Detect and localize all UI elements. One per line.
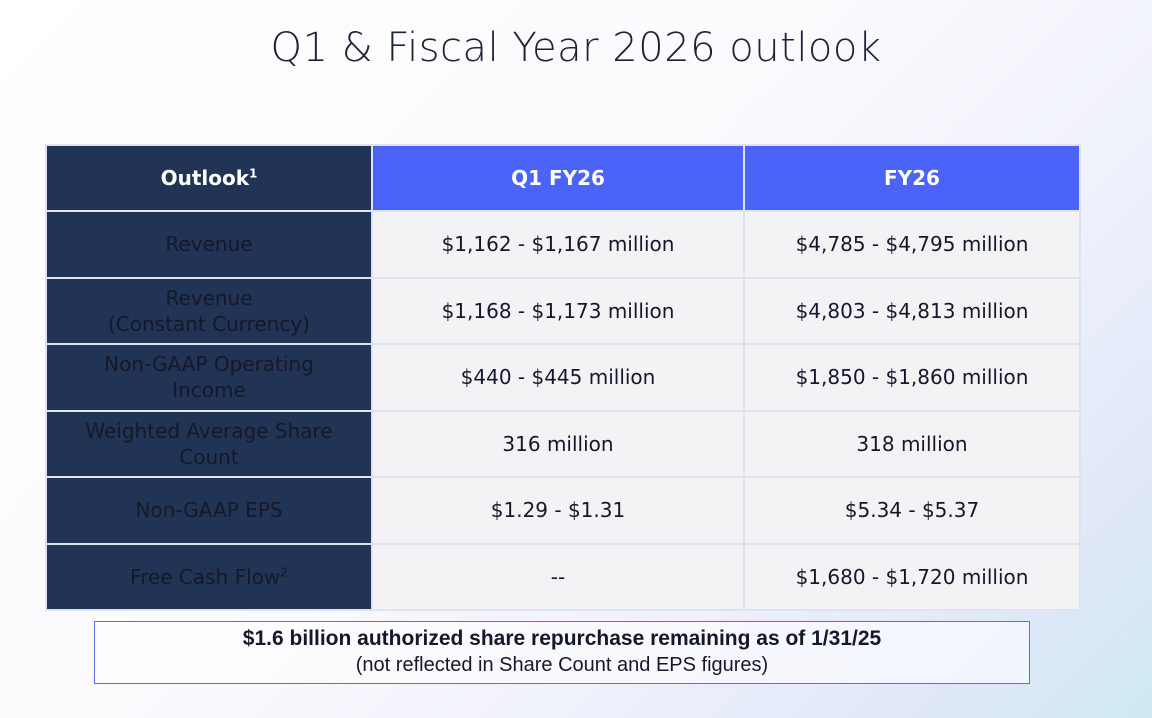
fy26-value: $4,803 - $4,813 million (743, 276, 1081, 345)
row-label-text: Non-GAAP Operating Income (104, 352, 314, 403)
row-label-text: Revenue (Constant Currency) (108, 285, 310, 336)
table-row: Non-GAAP EPS $1.29 - $1.31 $5.34 - $5.37 (45, 476, 1081, 545)
fy26-value: $1,850 - $1,860 million (743, 343, 1081, 412)
table-row: Revenue (Constant Currency) $1,168 - $1,1… (45, 276, 1081, 345)
table-row: Non-GAAP Operating Income $440 - $445 mil… (45, 343, 1081, 412)
header-fy26: FY26 (743, 144, 1081, 212)
q1-fy26-value: -- (371, 542, 745, 611)
outlook-table: Outlook1 Q1 FY26 FY26 Revenue $1,162 - $1… (45, 144, 1081, 611)
footnote-marker: 1 (249, 166, 258, 181)
row-label-text: Free Cash Flow (130, 564, 281, 589)
q1-fy26-value: $440 - $445 million (371, 343, 745, 412)
share-repurchase-note: $1.6 billion authorized share repurchase… (94, 621, 1030, 684)
note-subtext: (not reflected in Share Count and EPS fi… (355, 654, 769, 676)
table-row: Weighted Average Share Count 316 million 3… (45, 409, 1081, 478)
header-q1-fy26: Q1 FY26 (371, 144, 745, 212)
fy26-value: $5.34 - $5.37 (743, 476, 1081, 545)
row-label: Revenue (45, 210, 373, 279)
table-body: Revenue $1,162 - $1,167 million $4,785 - $… (45, 210, 1081, 611)
q1-fy26-value: $1,168 - $1,173 million (371, 276, 745, 345)
row-label: Revenue (Constant Currency) (45, 276, 373, 345)
table-row: Revenue $1,162 - $1,167 million $4,785 - $… (45, 210, 1081, 279)
row-label-text: Non-GAAP EPS (135, 498, 283, 523)
table-header-row: Outlook1 Q1 FY26 FY26 (45, 144, 1081, 212)
header-outlook: Outlook1 (45, 144, 373, 212)
fy26-value: 318 million (743, 409, 1081, 478)
fy26-value: $4,785 - $4,795 million (743, 210, 1081, 279)
header-outlook-label: Outlook (160, 166, 250, 190)
q1-fy26-value: 316 million (371, 409, 745, 478)
q1-fy26-value: $1,162 - $1,167 million (371, 210, 745, 279)
fy26-value: $1,680 - $1,720 million (743, 542, 1081, 611)
q1-fy26-value: $1.29 - $1.31 (371, 476, 745, 545)
row-label-text: Weighted Average Share Count (85, 418, 333, 469)
row-label: Non-GAAP EPS (45, 476, 373, 545)
page-title: Q1 & Fiscal Year 2026 outlook (270, 25, 882, 71)
row-label: Weighted Average Share Count (45, 409, 373, 478)
note-headline: $1.6 billion authorized share repurchase… (242, 627, 882, 650)
footnote-marker: 2 (280, 565, 288, 580)
row-label: Free Cash Flow2 (45, 542, 373, 611)
table-row: Free Cash Flow2 -- $1,680 - $1,720 million (45, 542, 1081, 611)
row-label-text: Revenue (165, 232, 253, 257)
row-label: Non-GAAP Operating Income (45, 343, 373, 412)
